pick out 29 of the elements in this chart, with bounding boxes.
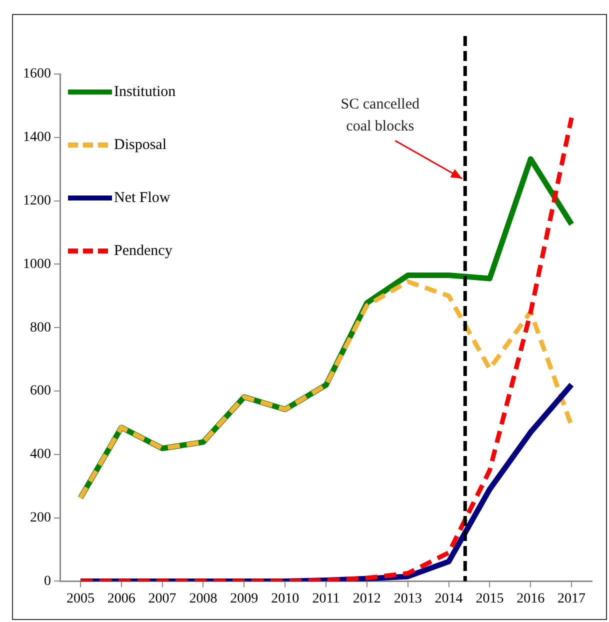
x-tick-label: 2012 [352,591,381,606]
x-tick-label: 2014 [434,591,463,606]
y-tick-label: 0 [44,574,51,589]
x-tick-label: 2008 [189,591,218,606]
x-tick-label: 2011 [312,591,340,606]
x-tick-label: 2016 [516,591,545,606]
line-series [78,279,574,500]
x-tick-label: 2010 [271,591,300,606]
x-tick-label: 2005 [66,591,94,606]
y-tick-label: 1400 [23,130,51,146]
x-tick-label: 2007 [148,591,176,606]
legend-label: Institution [114,84,176,100]
x-tick-label: 2013 [394,591,422,606]
y-tick-label: 600 [30,384,51,399]
legend-label: Net Flow [114,190,170,206]
y-tick-label: 1200 [23,193,51,208]
x-tick-label: 2017 [558,591,586,606]
x-tick-label: 2015 [476,591,504,606]
y-tick-label: 1600 [23,66,51,82]
y-tick-label: 800 [30,320,51,336]
y-tick-label: 400 [30,447,51,462]
annotation: SC cancelled coal blocks [340,96,420,135]
line-series [78,115,574,582]
legend-label: Pendency [114,242,173,259]
legend-label: Disposal [114,136,166,153]
x-tick-label: 2006 [107,591,136,606]
y-tick-label: 1000 [23,256,51,272]
x-tick-label: 2009 [230,591,258,606]
y-tick-label: 200 [30,510,51,526]
